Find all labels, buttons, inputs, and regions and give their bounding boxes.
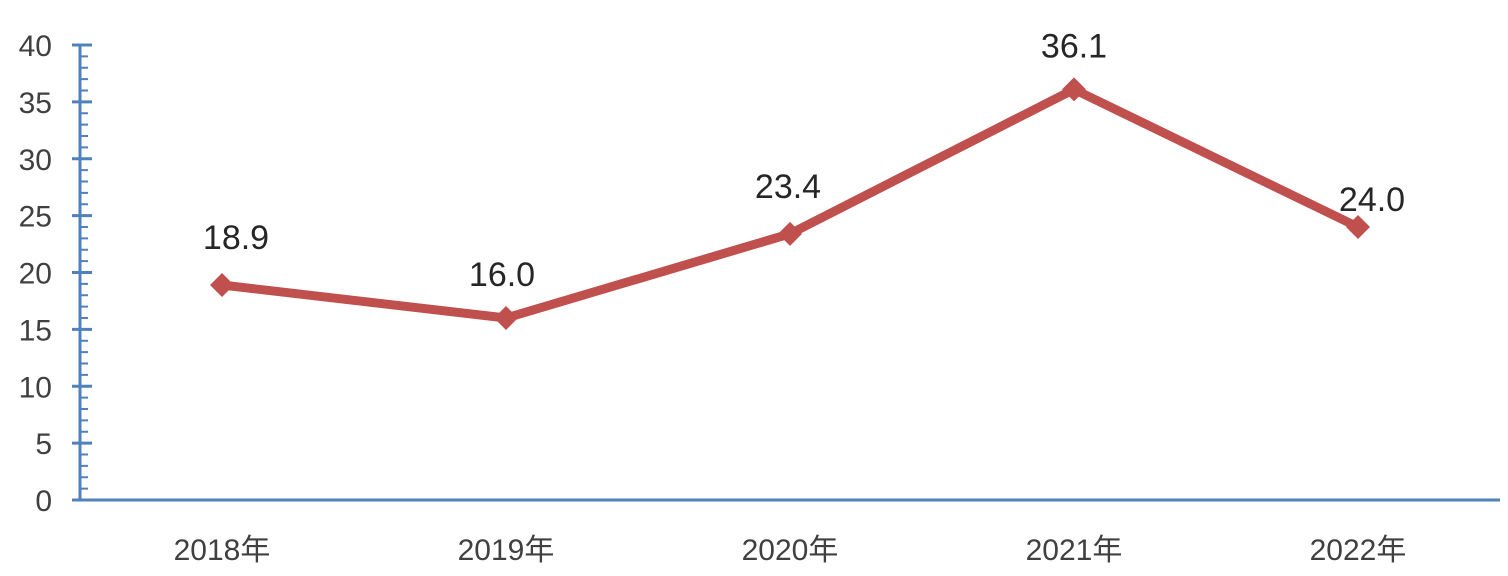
- data-point-marker: [210, 273, 234, 298]
- x-tick-label: 2019年: [458, 534, 555, 567]
- data-label: 24.0: [1339, 181, 1405, 219]
- data-label: 18.9: [203, 219, 269, 257]
- x-axis-tick-labels: 2018年 2019年 2020年 2021年 2022年: [174, 534, 1407, 567]
- series-group: [210, 77, 1370, 330]
- y-tick-label: 25: [19, 201, 52, 234]
- data-point-marker: [1346, 215, 1370, 239]
- data-point-marker: [778, 221, 802, 246]
- y-tick-label: 10: [19, 371, 52, 404]
- x-tick-label: 2020年: [742, 534, 839, 567]
- y-tick-label: 35: [19, 87, 52, 120]
- y-axis-tick-labels: 0 5 10 15 20 25 30 35 40: [19, 30, 52, 518]
- data-labels: 18.9 16.0 23.4 36.1 24.0: [203, 27, 1405, 294]
- x-tick-label: 2018年: [174, 534, 271, 567]
- data-label: 23.4: [755, 168, 821, 206]
- y-tick-label: 0: [35, 485, 52, 518]
- y-tick-label: 40: [19, 30, 52, 63]
- data-label: 16.0: [469, 256, 535, 294]
- axes: [72, 43, 1500, 502]
- y-tick-label: 15: [19, 314, 52, 347]
- x-tick-label: 2021年: [1026, 534, 1123, 567]
- data-label: 36.1: [1041, 27, 1107, 65]
- x-tick-label: 2022年: [1310, 534, 1407, 567]
- y-tick-label: 5: [35, 428, 52, 461]
- y-tick-label: 20: [19, 258, 52, 291]
- data-point-marker: [494, 306, 518, 330]
- data-point-marker: [1062, 77, 1086, 102]
- y-tick-label: 30: [19, 144, 52, 177]
